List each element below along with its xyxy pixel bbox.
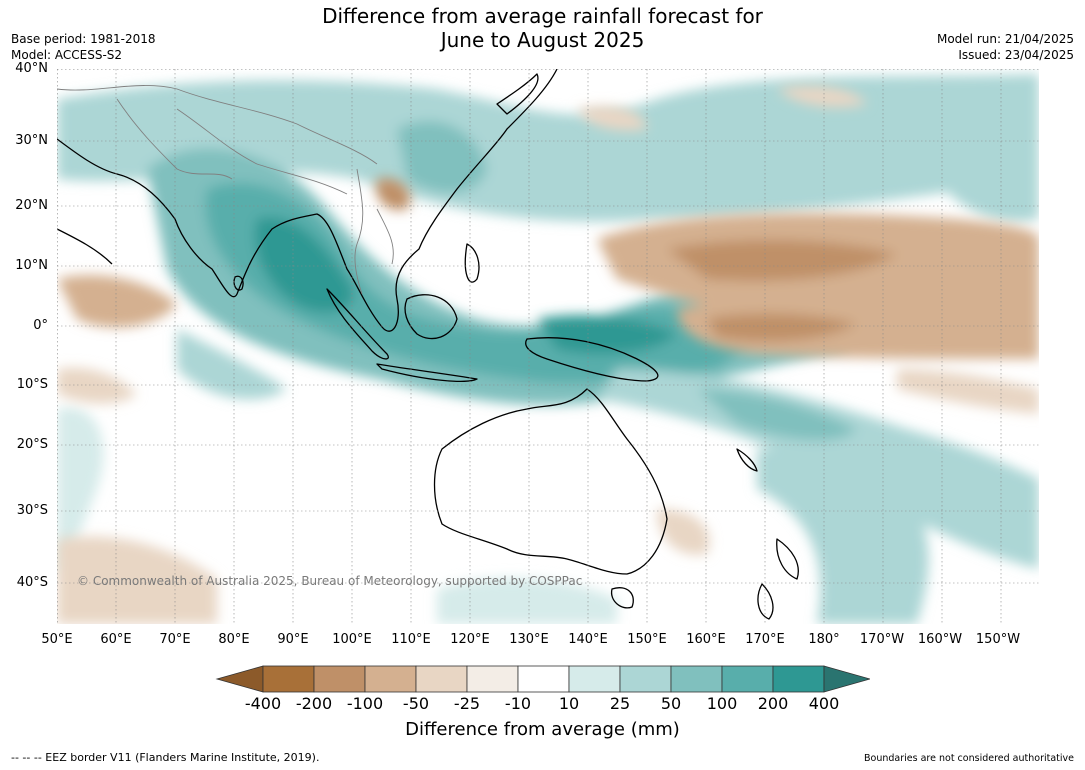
colorbar-segment (364, 665, 417, 693)
colorbar-arrow-left (215, 665, 264, 693)
lon-label-110e: 110°E (391, 632, 431, 647)
colorbar-tick: -10 (504, 694, 532, 713)
lat-label-10n: 10°N (15, 258, 48, 273)
colorbar-tick: 25 (609, 694, 631, 713)
coast-borneo (404, 294, 458, 340)
colorbar-tick: -50 (402, 694, 430, 713)
coast-australia (433, 388, 668, 575)
base-period: Base period: 1981-2018 (11, 32, 156, 46)
colorbar (215, 665, 870, 693)
lon-label-140e: 140°E (568, 632, 608, 647)
colorbar-segment (670, 665, 723, 693)
lon-label-70e: 70°E (159, 632, 191, 647)
lon-label-160w: 160°W (917, 632, 963, 647)
colorbar-tick: 200 (757, 694, 789, 713)
lat-label-40n: 40°N (15, 61, 48, 76)
title-line-2: June to August 2025 (440, 28, 645, 52)
lon-label-160e: 160°E (686, 632, 726, 647)
coast-new-zealand (757, 538, 799, 620)
model-name: Model: ACCESS-S2 (11, 48, 123, 62)
colorbar-segment (772, 665, 825, 693)
colorbar-tick: 10 (558, 694, 580, 713)
colorbar-tick: -100 (346, 694, 384, 713)
coast-sumatra (326, 288, 389, 360)
lon-label-150e: 150°E (627, 632, 667, 647)
coast-arabia (57, 228, 113, 265)
lat-label-20n: 20°N (15, 198, 48, 213)
colorbar-tick: 100 (706, 694, 738, 713)
colorbar-segment (262, 665, 315, 693)
colorbar-segment (517, 665, 570, 693)
eez-border-note: -- -- -- EEZ border V11 (Flanders Marine… (11, 751, 320, 764)
lat-label-10s: 10°S (16, 377, 48, 392)
lat-label-equator: 0° (33, 318, 48, 333)
lon-label-50e: 50°E (41, 632, 73, 647)
lat-label-20s: 20°S (16, 437, 48, 452)
lon-label-180: 180° (808, 632, 840, 647)
dry-anomaly-layer (57, 85, 1039, 624)
rainfall-map (57, 69, 1039, 624)
coast-tasmania (610, 587, 634, 609)
map-title: Difference from average rainfall forecas… (0, 4, 1085, 52)
lon-label-60e: 60°E (100, 632, 132, 647)
coast-new-caledonia (736, 448, 758, 472)
meta-left: Base period: 1981-2018 Model: ACCESS-S2 (11, 31, 156, 63)
lon-label-100e: 100°E (332, 632, 372, 647)
lon-label-80e: 80°E (218, 632, 250, 647)
graticule (57, 69, 1039, 624)
lon-label-90e: 90°E (277, 632, 309, 647)
lon-label-120e: 120°E (450, 632, 490, 647)
boundaries-disclaimer: Boundaries are not considered authoritat… (864, 753, 1074, 764)
lon-label-170w: 170°W (859, 632, 905, 647)
lat-label-40s: 40°S (16, 575, 48, 590)
border-layer (57, 85, 394, 295)
colorbar-segment (415, 665, 468, 693)
colorbar-segment (619, 665, 672, 693)
colorbar-segment (466, 665, 519, 693)
lon-label-130e: 130°E (509, 632, 549, 647)
colorbar-tick: -400 (244, 694, 282, 713)
wet-anomaly-layer (57, 74, 1039, 624)
lon-label-150w: 150°W (975, 632, 1021, 647)
title-line-1: Difference from average rainfall forecas… (322, 4, 763, 28)
lon-label-170e: 170°E (745, 632, 785, 647)
lat-label-30n: 30°N (15, 133, 48, 148)
issued-date: Issued: 23/04/2025 (958, 48, 1074, 62)
model-run: Model run: 21/04/2025 (936, 32, 1074, 46)
colorbar-segment (313, 665, 366, 693)
colorbar-segment (721, 665, 774, 693)
colorbar-segments (215, 665, 870, 693)
meta-right: Model run: 21/04/2025 Issued: 23/04/2025 (937, 31, 1074, 63)
colorbar-tick: -25 (453, 694, 481, 713)
coast-java (376, 363, 478, 382)
coast-sri-lanka (233, 275, 244, 291)
rainfall-map-svg (57, 69, 1039, 624)
colorbar-title: Difference from average (mm) (405, 719, 680, 740)
coast-asia (57, 69, 558, 332)
coast-japan (496, 73, 539, 115)
colorbar-tick: -200 (295, 694, 333, 713)
colorbar-tick: 50 (660, 694, 682, 713)
lat-label-30s: 30°S (16, 503, 48, 518)
colorbar-tick: 400 (808, 694, 840, 713)
colorbar-arrow-right (823, 665, 870, 693)
copyright-notice: © Commonwealth of Australia 2025, Bureau… (77, 574, 583, 588)
colorbar-segment (568, 665, 621, 693)
